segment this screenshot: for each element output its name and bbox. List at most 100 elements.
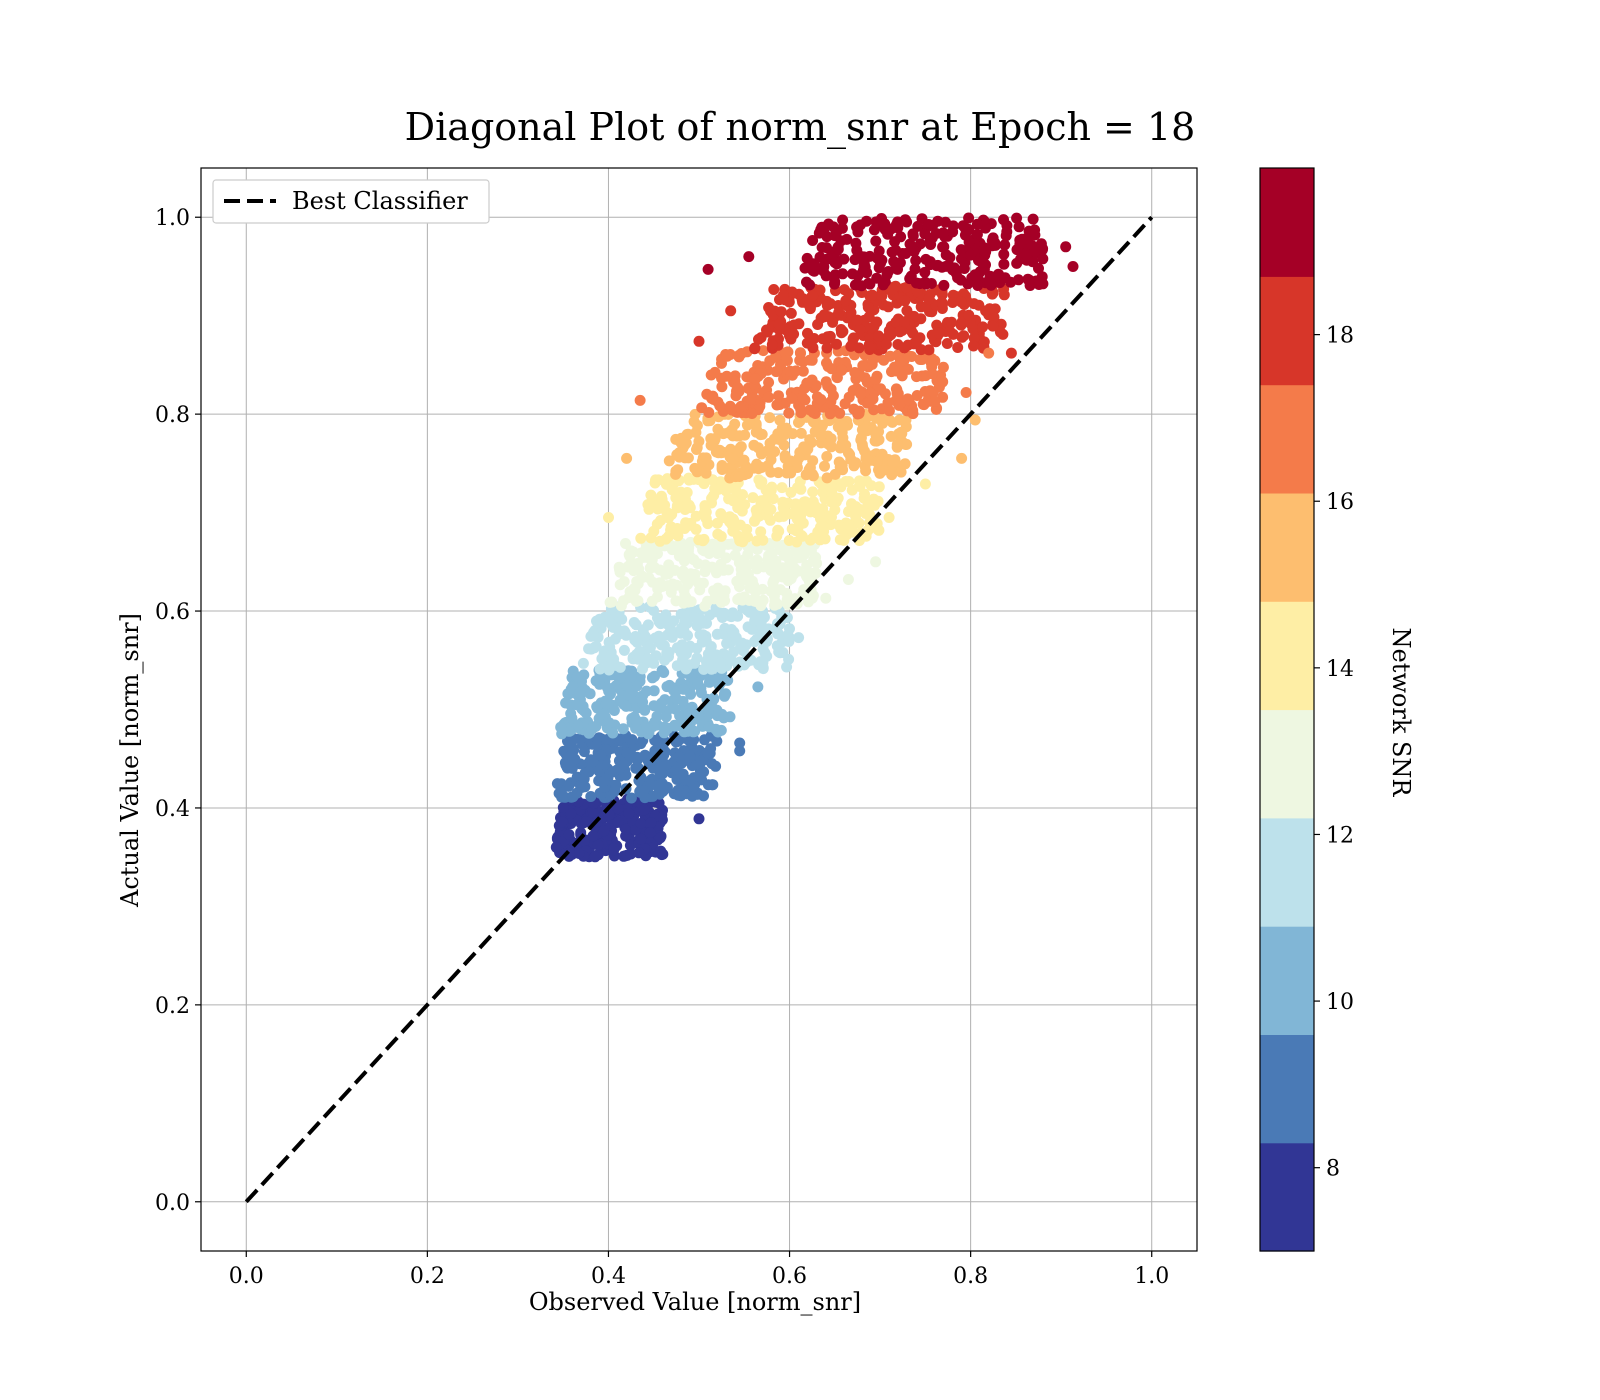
scatter-point (638, 804, 650, 816)
scatter-point (944, 252, 956, 263)
scatter-point (895, 231, 907, 243)
scatter-point (556, 816, 568, 828)
scatter-point (1029, 246, 1041, 257)
scatter-point (701, 617, 712, 629)
scatter-point (700, 467, 712, 479)
scatter-point (734, 402, 746, 414)
x-tick-label: 0.6 (772, 1264, 807, 1289)
scatter-point (955, 296, 967, 308)
scatter-point (773, 390, 784, 402)
scatter-point (734, 430, 746, 442)
scatter-point (655, 515, 667, 526)
scatter-point (862, 524, 874, 536)
scatter-point (820, 270, 832, 282)
scatter-point (592, 839, 604, 851)
scatter-point (900, 414, 912, 426)
colorbar-band (1260, 492, 1314, 602)
scatter-point (747, 492, 759, 504)
scatter-point (740, 656, 752, 668)
scatter-point (715, 530, 727, 542)
scatter-point (902, 393, 914, 405)
scatter-point (730, 485, 742, 497)
scatter-point (579, 781, 591, 793)
scatter-point (937, 361, 949, 373)
scatter-point (620, 823, 632, 835)
colorbar-band (1260, 709, 1314, 819)
scatter-point (833, 519, 845, 531)
scatter-point (661, 647, 673, 659)
scatter-point (867, 498, 879, 510)
scatter-point (613, 561, 625, 573)
scatter-point (885, 329, 897, 341)
colorbar-label: Network SNR (1387, 628, 1415, 798)
scatter-point (930, 403, 942, 415)
scatter-point (987, 320, 999, 332)
scatter-point (988, 311, 1000, 323)
scatter-point (933, 327, 945, 339)
scatter-point (795, 407, 807, 419)
scatter-point (751, 512, 763, 524)
scatter-point (1060, 241, 1072, 253)
scatter-point (566, 712, 578, 724)
scatter-point (1029, 229, 1041, 241)
scatter-point (727, 513, 739, 525)
scatter-point (587, 830, 599, 842)
scatter-point (679, 614, 691, 626)
scatter-point (844, 449, 856, 460)
scatter-point (820, 592, 832, 604)
scatter-point (693, 335, 705, 347)
scatter-point (753, 658, 765, 670)
scatter-point (870, 556, 882, 568)
scatter-point (649, 477, 661, 489)
scatter-point (768, 284, 780, 295)
scatter-point (823, 218, 834, 230)
scatter-point (873, 330, 884, 342)
scatter-point (583, 766, 595, 778)
scatter-point (804, 404, 816, 416)
scatter-point (774, 414, 786, 426)
scatter-point (649, 670, 660, 682)
scatter-point (870, 235, 882, 247)
scatter-point (629, 631, 641, 642)
scatter-point (853, 408, 865, 419)
scatter-point (858, 266, 870, 278)
scatter-point (765, 565, 777, 576)
scatter-point (718, 607, 730, 619)
scatter-point (685, 568, 697, 580)
scatter-point (885, 430, 897, 442)
scatter-point (741, 371, 753, 383)
y-axis-ticks: 0.0 0.2 0.4 0.6 0.8 1.0 (155, 206, 201, 1216)
scatter-point (644, 562, 656, 574)
scatter-point (819, 533, 831, 545)
scatter-point (963, 236, 975, 248)
scatter-point (631, 680, 643, 692)
scatter-point (958, 330, 970, 342)
scatter-point (753, 333, 764, 345)
scatter-point (670, 468, 682, 480)
scatter-point (567, 791, 579, 803)
colorbar-band (1260, 926, 1314, 1035)
scatter-point (815, 224, 827, 235)
scatter-point (702, 415, 714, 427)
scatter-point (840, 295, 852, 307)
scatter-point (551, 778, 563, 790)
scatter-point (580, 816, 592, 828)
scatter-point (617, 723, 629, 735)
scatter-point (837, 214, 849, 226)
scatter-point (671, 579, 683, 591)
scatter-point (849, 279, 861, 291)
scatter-point (969, 414, 981, 426)
scatter-point (806, 571, 818, 583)
scatter-point (807, 486, 819, 498)
scatter-point (698, 478, 710, 490)
scatter-point (871, 435, 883, 447)
scatter-point (605, 617, 617, 629)
scatter-point (837, 420, 849, 432)
scatter-point (670, 544, 682, 556)
scatter-point (899, 295, 911, 307)
scatter-point (773, 511, 785, 523)
scatter-point (684, 774, 696, 786)
scatter-point (585, 791, 597, 802)
scatter-point (919, 478, 931, 490)
